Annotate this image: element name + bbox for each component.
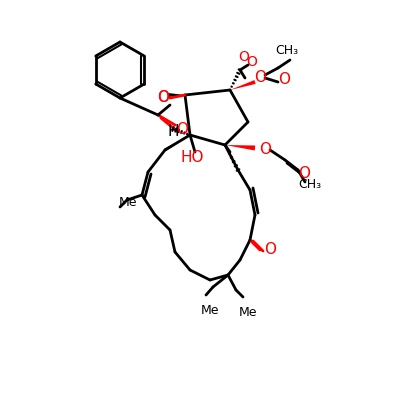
Text: Me: Me	[239, 306, 257, 318]
Text: O: O	[157, 90, 169, 106]
Text: O: O	[157, 90, 169, 106]
Text: O: O	[298, 166, 310, 182]
Text: O: O	[259, 142, 271, 158]
Text: CH₃: CH₃	[298, 178, 322, 192]
Polygon shape	[230, 80, 256, 90]
Text: O: O	[254, 70, 266, 86]
Text: O: O	[278, 72, 290, 88]
Polygon shape	[225, 145, 255, 150]
Text: HO: HO	[180, 150, 204, 166]
Text: O: O	[238, 50, 250, 64]
Polygon shape	[168, 93, 185, 97]
Text: Me: Me	[201, 304, 219, 316]
Text: CH₃: CH₃	[276, 44, 298, 56]
Polygon shape	[164, 135, 190, 151]
Text: O: O	[246, 55, 258, 69]
Text: H: H	[167, 124, 179, 140]
Text: Me: Me	[119, 196, 137, 208]
Text: O: O	[176, 122, 188, 138]
Text: O: O	[264, 242, 276, 258]
